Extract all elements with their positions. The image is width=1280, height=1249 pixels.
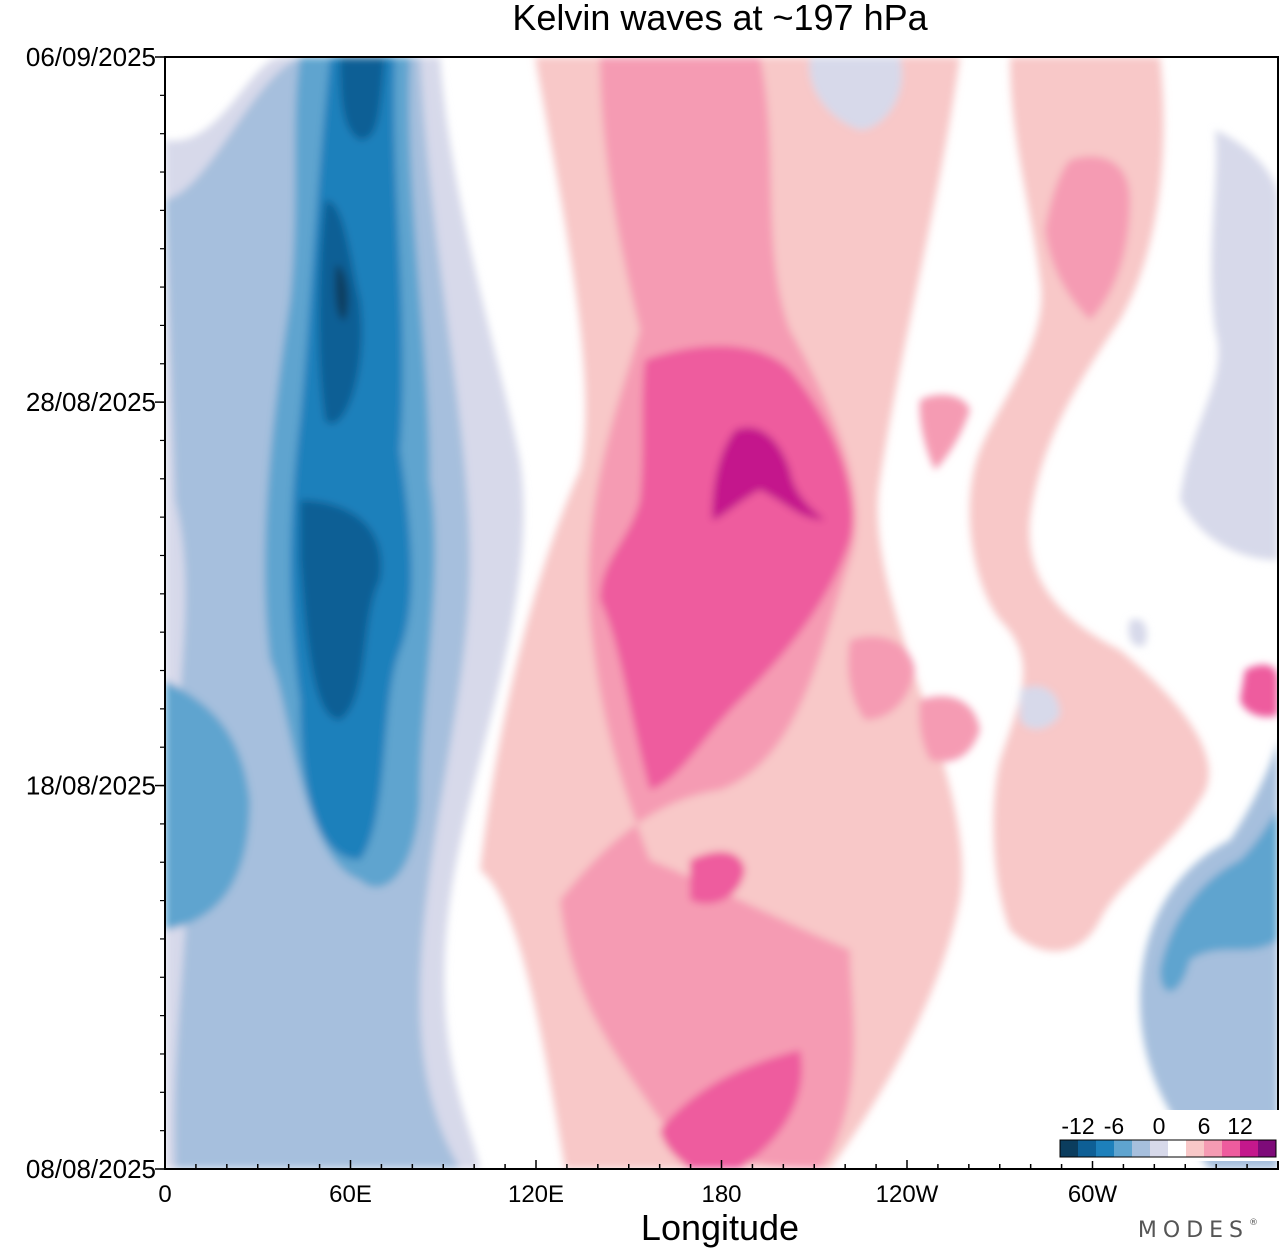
y-tick-label: 18/08/2025 [26, 771, 156, 801]
colorbar-frame [1059, 1139, 1277, 1158]
x-tick-label: 60W [1068, 1181, 1118, 1208]
y-tick-label: 06/09/2025 [26, 42, 156, 72]
colorbar-swatch [1150, 1140, 1169, 1157]
negative-anomaly-core [335, 265, 349, 321]
colorbar-swatch [1078, 1140, 1097, 1157]
positive-anomaly-contour [600, 346, 853, 790]
colorbar-label: 0 [1153, 1113, 1166, 1139]
x-tick-label: 180 [701, 1181, 741, 1208]
negative-anomaly-contour [1160, 810, 1278, 992]
colorbar-swatch [1060, 1140, 1079, 1157]
x-tick-label: 60E [329, 1181, 372, 1208]
colorbar-swatch [1132, 1140, 1151, 1157]
y-axis: 06/09/2025 28/08/2025 18/08/2025 08/08/2025 [26, 42, 165, 1184]
colorbar-swatch [1186, 1140, 1205, 1157]
positive-anomaly-contour [919, 156, 1130, 471]
x-axis: 0 60E 120E 180 120W 60W [158, 1160, 1248, 1208]
colorbar-label: 6 [1198, 1113, 1211, 1139]
colorbar-swatch [1096, 1140, 1115, 1157]
colorbar-swatch [1114, 1140, 1133, 1157]
colorbar-label: -12 [1061, 1113, 1094, 1139]
positive-anomaly-region [1240, 664, 1278, 717]
y-tick-label: 08/08/2025 [26, 1154, 156, 1184]
chart-title: Kelvin waves at ~197 hPa [512, 0, 928, 38]
negative-anomaly-region [1140, 740, 1278, 1169]
positive-anomaly-contour [848, 636, 980, 762]
colorbar-swatch [1240, 1140, 1259, 1157]
modes-logo: MODES® [1138, 1218, 1258, 1243]
colorbar-swatch [1204, 1140, 1223, 1157]
x-tick-label: 0 [158, 1181, 171, 1208]
negative-anomaly-contour [300, 57, 385, 720]
x-tick-label: 120E [508, 1181, 564, 1208]
colorbar-label: -6 [1104, 1113, 1124, 1139]
brand-mark: ® [1249, 1218, 1258, 1228]
colorbar-swatch [1168, 1140, 1187, 1157]
plot-area [165, 57, 1278, 1169]
x-tick-label: 120W [876, 1181, 939, 1208]
x-axis-label: Longitude [641, 1207, 799, 1248]
positive-anomaly-core [712, 427, 825, 520]
colorbar: -12 -6 0 6 12 [1056, 1110, 1280, 1161]
y-tick-label: 28/08/2025 [26, 387, 156, 417]
brand-text: MODES [1137, 1218, 1249, 1243]
colorbar-swatch [1222, 1140, 1241, 1157]
colorbar-label: 12 [1227, 1113, 1253, 1139]
colorbar-swatch [1258, 1140, 1277, 1157]
positive-anomaly-contour [660, 851, 802, 1169]
negative-anomaly-region [1180, 130, 1278, 560]
negative-anomaly-contour [165, 680, 250, 930]
